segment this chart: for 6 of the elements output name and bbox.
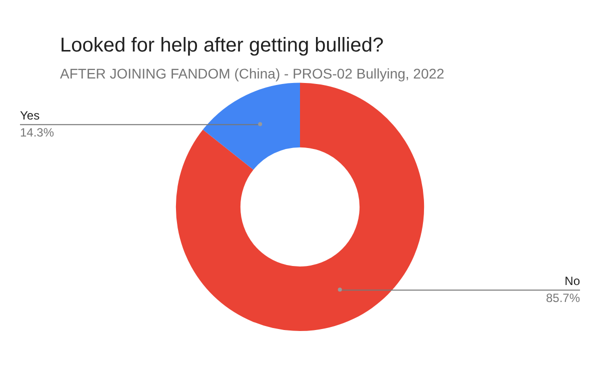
data-label: 85.7% <box>546 290 580 305</box>
chart-title: Looked for help after getting bullied? <box>60 34 384 57</box>
slice-label: No <box>564 274 580 288</box>
data-label: 14.3% <box>20 125 54 140</box>
chart-subtitle: AFTER JOINING FANDOM (China) - PROS-02 Bullying, 2022 <box>60 65 445 82</box>
slice-label: Yes <box>20 108 40 122</box>
